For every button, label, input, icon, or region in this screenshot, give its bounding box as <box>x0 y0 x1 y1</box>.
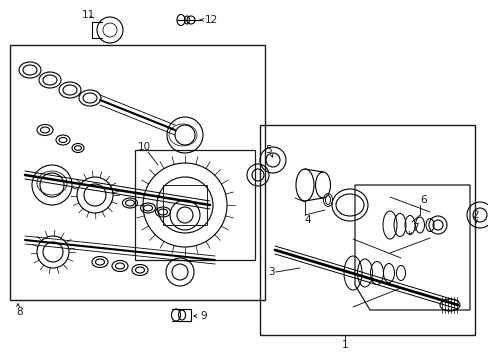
Text: 4: 4 <box>304 215 311 225</box>
Text: 1: 1 <box>341 340 347 350</box>
Bar <box>260 125 474 335</box>
Text: 10: 10 <box>138 142 151 152</box>
Text: 12: 12 <box>204 15 218 25</box>
Text: 6: 6 <box>419 195 426 205</box>
Text: 7: 7 <box>411 223 418 233</box>
Text: 11: 11 <box>82 10 95 20</box>
Text: 8: 8 <box>16 307 22 317</box>
Bar <box>10 45 264 300</box>
Text: 3: 3 <box>267 267 274 277</box>
Bar <box>135 150 254 260</box>
Text: 5: 5 <box>264 145 271 155</box>
Text: 2: 2 <box>472 210 478 220</box>
Text: 9: 9 <box>200 311 206 321</box>
Bar <box>163 185 206 225</box>
